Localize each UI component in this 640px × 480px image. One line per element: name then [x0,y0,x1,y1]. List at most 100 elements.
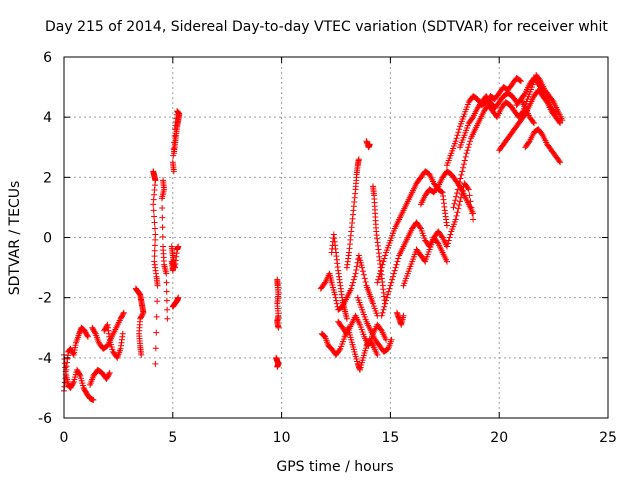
data-point [366,141,373,148]
data-point [362,279,369,286]
y-tick-label: 4 [43,110,52,126]
data-point [379,261,386,268]
y-tick-label: 6 [43,50,52,66]
data-point [394,258,401,265]
data-point [456,202,463,209]
data-point [452,216,459,223]
data-point [395,255,402,262]
y-tick-label: -6 [38,411,52,427]
data-point [336,347,343,354]
data-point [150,201,157,208]
y-tick-label: -4 [38,351,52,367]
data-point [454,209,461,216]
data-point [171,126,178,133]
data-point [359,268,366,275]
data-point [460,161,467,168]
data-point [453,135,460,142]
data-point [332,294,339,301]
data-point [556,158,563,165]
data-point [552,111,559,118]
data-point [361,275,368,282]
data-point [455,205,462,212]
data-point [464,147,471,154]
data-point [443,258,450,265]
data-point [350,276,357,283]
data-point [455,129,462,136]
data-point [443,243,450,250]
data-point [438,188,445,195]
data-point [380,258,387,265]
data-point [460,164,467,171]
data-point [158,195,165,202]
data-point [389,276,396,283]
data-point [456,126,463,133]
data-point [170,146,177,153]
data-point [150,207,157,214]
data-point [159,205,166,212]
data-point [376,273,383,280]
data-point [159,214,166,221]
data-point [388,279,395,286]
data-point [393,261,400,268]
data-point [333,300,340,307]
data-point [380,306,387,313]
data-points [61,72,566,403]
data-point [453,193,460,200]
data-point [359,264,366,271]
data-point [377,267,384,274]
data-point [464,185,471,192]
data-point [159,233,166,240]
data-point [456,179,463,186]
data-point [438,233,445,240]
data-point [525,139,532,146]
data-point [91,329,98,336]
data-point [321,280,328,287]
data-point [551,109,558,116]
data-point [163,270,170,277]
data-point [390,273,397,280]
data-point [349,282,356,289]
data-point [138,351,145,358]
data-point [530,118,537,125]
data-point [152,345,159,352]
data-point [375,276,382,283]
data-point [446,234,453,241]
data-point [453,212,460,219]
data-point [391,267,398,274]
data-point [457,198,464,205]
data-point [538,85,545,92]
data-point [170,152,177,159]
data-point [385,288,392,295]
data-point [466,141,473,148]
data-point [379,309,386,316]
data-point [381,255,388,262]
data-point [152,360,159,367]
data-point [151,225,158,232]
data-point [461,157,468,164]
data-point [457,194,464,201]
data-point [462,153,469,160]
data-point [388,336,395,343]
data-point [467,198,474,205]
data-point [521,91,528,98]
data-point [152,236,159,243]
data-point [106,371,113,378]
data-point [164,306,171,313]
chart-title: Day 215 of 2014, Sidereal Day-to-day VTE… [45,19,608,35]
data-point [275,324,282,331]
data-point [377,326,384,333]
data-point [353,266,360,273]
data-point [164,315,171,322]
data-point [383,336,390,343]
data-point [382,300,389,307]
data-point [454,132,461,139]
data-point [348,285,355,292]
data-point [163,288,170,295]
x-tick-label: 25 [599,430,617,446]
data-point [451,200,458,207]
data-point [452,138,459,145]
data-point [559,117,566,124]
data-point [416,224,423,231]
data-point [383,294,390,301]
